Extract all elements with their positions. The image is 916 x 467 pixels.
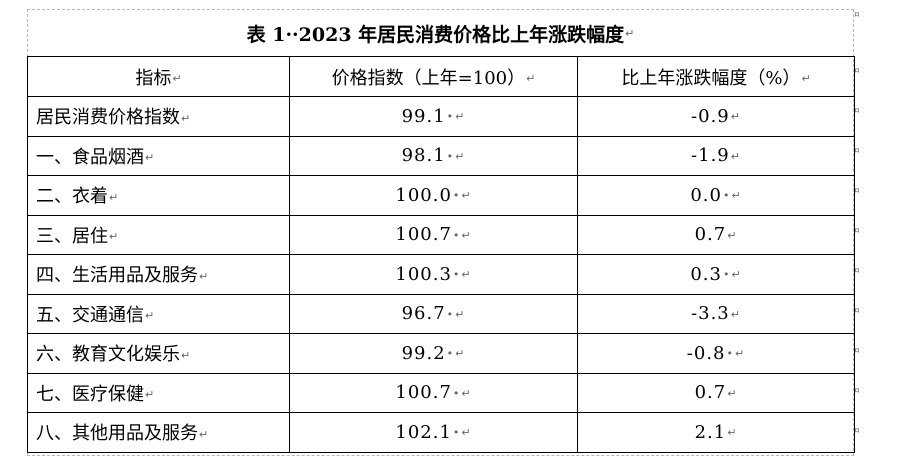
row-label[interactable]: 二、衣着↵ (27, 175, 290, 216)
row-label[interactable]: 五、交通通信↵ (27, 293, 290, 334)
row-label[interactable]: 一、食品烟酒↵ (27, 135, 290, 176)
row-change[interactable]: -0.8•↵ (577, 333, 855, 374)
row-end-mark: ¤ (854, 426, 860, 436)
row-end-mark: ¤ (854, 146, 860, 156)
row-index[interactable]: 99.2•↵ (289, 333, 578, 374)
row-end-mark: ¤ (854, 346, 860, 356)
row-label[interactable]: 八、其他用品及服务↵ (27, 412, 290, 453)
row-change[interactable]: 2.1↵ (577, 412, 855, 453)
row-end-mark: ¤ (854, 266, 860, 276)
row-end-mark: ¤ (854, 66, 860, 76)
row-end-mark: ¤ (854, 106, 860, 116)
table-title-text: 表 1··2023 年居民消费价格比上年涨跌幅度 (246, 23, 625, 46)
table-title: 表 1··2023 年居民消费价格比上年涨跌幅度 ↵ (27, 10, 854, 56)
row-end-mark: ¤ (854, 226, 860, 236)
table-row: 七、医疗保健↵ 100.7•↵ 0.7↵ (27, 372, 855, 413)
row-index[interactable]: 100.7•↵ (289, 372, 578, 413)
row-index[interactable]: 99.1•↵ (289, 96, 578, 137)
table-row: 五、交通通信↵ 96.7•↵ -3.3↵ (27, 293, 855, 334)
header-change[interactable]: 比上年涨跌幅度（%）↵ (577, 56, 855, 97)
row-change[interactable]: -0.9↵ (577, 96, 855, 137)
row-end-mark: ¤ (854, 386, 860, 396)
row-label[interactable]: 七、医疗保健↵ (27, 372, 290, 413)
header-price-index[interactable]: 价格指数（上年=100）↵ (289, 56, 578, 97)
table-row: 三、居住↵ 100.7•↵ 0.7↵ (27, 214, 855, 255)
table-row: 六、教育文化娱乐↵ 99.2•↵ -0.8•↵ (27, 333, 855, 374)
row-index[interactable]: 100.7•↵ (289, 214, 578, 255)
table-row: 二、衣着↵ 100.0•↵ 0.0•↵ (27, 175, 855, 216)
row-index[interactable]: 98.1•↵ (289, 135, 578, 176)
table-row: 居民消费价格指数↵ 99.1•↵ -0.9↵ (27, 96, 855, 137)
row-index[interactable]: 96.7•↵ (289, 293, 578, 334)
table-header-row: 指标↵ 价格指数（上年=100）↵ 比上年涨跌幅度（%）↵ (27, 56, 855, 97)
row-change[interactable]: 0.0•↵ (577, 175, 855, 216)
row-label[interactable]: 四、生活用品及服务↵ (27, 254, 290, 295)
row-change[interactable]: -3.3↵ (577, 293, 855, 334)
row-change[interactable]: 0.7↵ (577, 372, 855, 413)
row-end-mark: ¤ (854, 186, 860, 196)
cpi-table: 指标↵ 价格指数（上年=100）↵ 比上年涨跌幅度（%）↵ 居民消费价格指数↵ … (27, 56, 855, 453)
row-label[interactable]: 居民消费价格指数↵ (27, 96, 290, 137)
table-row: 八、其他用品及服务↵ 102.1•↵ 2.1↵ (27, 412, 855, 453)
row-label[interactable]: 三、居住↵ (27, 214, 290, 255)
row-index[interactable]: 100.0•↵ (289, 175, 578, 216)
row-index[interactable]: 100.3•↵ (289, 254, 578, 295)
table-row: 一、食品烟酒↵ 98.1•↵ -1.9↵ (27, 135, 855, 176)
paragraph-mark: ↵ (625, 26, 635, 40)
row-end-mark: ¤ (854, 306, 860, 316)
row-label[interactable]: 六、教育文化娱乐↵ (27, 333, 290, 374)
row-change[interactable]: 0.3•↵ (577, 254, 855, 295)
row-change[interactable]: -1.9↵ (577, 135, 855, 176)
row-end-mark: ¤ (854, 10, 860, 20)
row-index[interactable]: 102.1•↵ (289, 412, 578, 453)
header-indicator[interactable]: 指标↵ (27, 56, 290, 97)
table-row: 四、生活用品及服务↵ 100.3•↵ 0.3•↵ (27, 254, 855, 295)
row-change[interactable]: 0.7↵ (577, 214, 855, 255)
